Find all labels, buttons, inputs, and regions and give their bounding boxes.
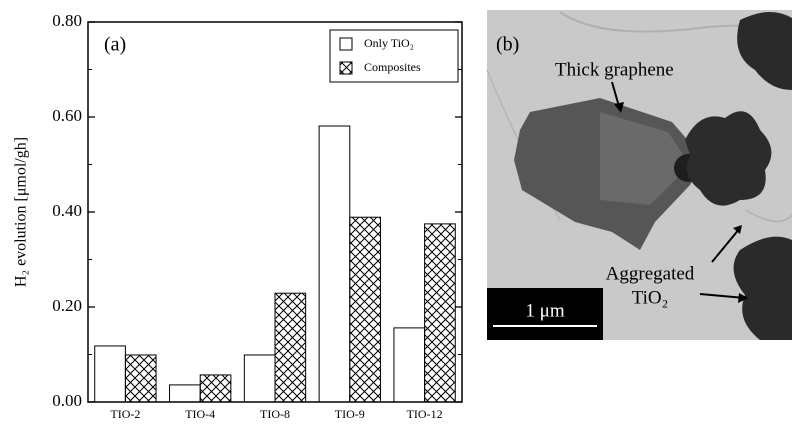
y-tick-label: 0.80 [52, 11, 82, 30]
panel-label: (a) [104, 34, 126, 56]
bar-chart: TIO-2 TIO-4 TIO-8 TIO-9 TIO-12 0.00 0.20 0.40 0.… [13, 11, 462, 421]
x-tick-label: TIO-12 [407, 407, 443, 421]
tem-image: (b) Thick graphene Aggregated TiO₂ 1 μm [487, 10, 792, 340]
bar [244, 355, 275, 402]
bar [394, 328, 425, 402]
bar [200, 375, 231, 402]
bar [125, 355, 156, 402]
scale-bar-label: 1 μm [525, 300, 564, 321]
legend-label: Only TiO₂ [364, 36, 414, 50]
annotation: Thick graphene [555, 59, 674, 80]
bar [275, 293, 306, 402]
legend-label: Composites [364, 60, 421, 74]
bar [350, 217, 381, 402]
x-tick-label: TIO-2 [110, 407, 140, 421]
y-tick-label: 0.20 [52, 296, 82, 315]
legend-swatch [340, 62, 352, 74]
bar [319, 126, 350, 402]
bar [170, 385, 201, 402]
panel-label: (b) [496, 34, 519, 56]
figure: TIO-2 TIO-4 TIO-8 TIO-9 TIO-12 0.00 0.20 0.40 0.… [0, 0, 792, 425]
y-tick-label: 0.40 [52, 201, 82, 220]
annotation: Aggregated [606, 263, 695, 284]
annotation: TiO₂ [632, 287, 669, 308]
legend-swatch [340, 38, 352, 50]
y-axis-label: H₂ evolution [μmol/gh] [13, 137, 30, 287]
x-tick-label: TIO-8 [260, 407, 290, 421]
bar [95, 346, 126, 402]
x-tick-label: TIO-4 [185, 407, 215, 421]
bar [425, 224, 456, 402]
x-tick-label: TIO-9 [335, 407, 365, 421]
y-tick-label: 0.00 [52, 391, 82, 410]
y-tick-label: 0.60 [52, 106, 82, 125]
